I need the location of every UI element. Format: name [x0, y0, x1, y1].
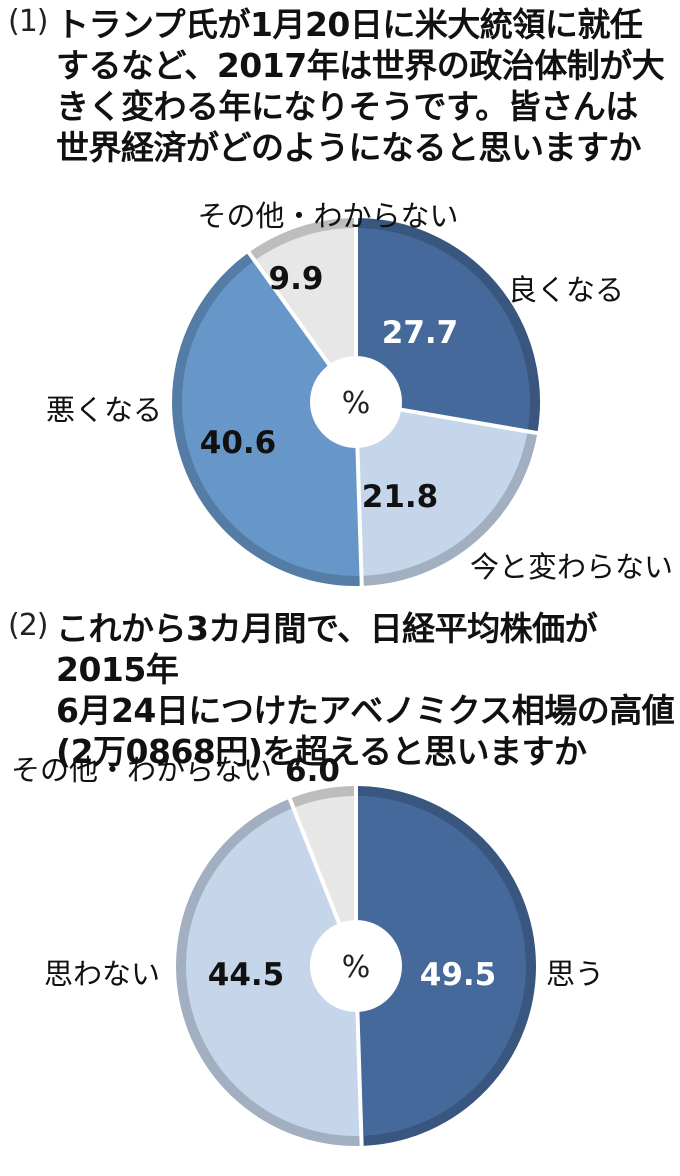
center-hole: [310, 356, 402, 448]
center-hole: [310, 920, 402, 1012]
slice-category-label: 思う: [546, 957, 604, 991]
slice-value-label: 9.9: [269, 261, 324, 297]
question-1-line: するなど、2017年は世界の政治体制が大: [56, 46, 665, 85]
pie-slice-rim: [172, 253, 360, 586]
slice-category-label: 良くなる: [508, 273, 624, 307]
question-1-line: トランプ氏が1月20日に米大統領に就任: [56, 5, 643, 44]
question-1-line: 世界経済がどのようになると思いますか: [56, 128, 642, 167]
pie-slice-rim: [357, 786, 536, 1146]
center-label: %: [342, 386, 371, 421]
slice-category-label: 今と変わらない: [470, 550, 673, 584]
question-2-number: (2): [8, 608, 48, 643]
question-2-line: これから3カ月間で、日経平均株価が2015年: [56, 609, 598, 689]
slice-value-label: 40.6: [200, 425, 277, 461]
question-1-number: (1): [8, 4, 48, 39]
slice-category-label: その他・わからない: [11, 753, 272, 787]
question-2-text: これから3カ月間で、日経平均株価が2015年 6月24日につけたアベノミクス相場…: [56, 608, 676, 772]
question-2-line: 6月24日につけたアベノミクス相場の高値: [56, 691, 675, 730]
slice-category-label: 悪くなる: [46, 393, 162, 427]
slice-value-label: 6.0: [285, 753, 340, 789]
slice-value-label: 27.7: [382, 315, 459, 351]
pie-slice-rim: [291, 786, 355, 808]
slice-category-label: その他・わからない: [197, 199, 458, 233]
pie-chart-2: % 49.5 44.5 6.0 思う 思わない その他・わからない: [11, 753, 604, 1148]
slice-value-label: 49.5: [420, 957, 497, 993]
slice-value-label: 21.8: [362, 479, 439, 515]
pie-slice-rim: [176, 799, 360, 1146]
slice-value-label: 44.5: [208, 957, 285, 993]
center-label: %: [342, 950, 371, 985]
question-2-line: (2万0868円)を超えると思いますか: [56, 732, 587, 771]
pie-slice-rim: [250, 218, 355, 260]
slice-category-label: 思わない: [44, 957, 160, 991]
pie-slice-rim: [363, 433, 538, 586]
pie-slice-rim: [357, 218, 540, 432]
question-1-line: きく変わる年になりそうです。皆さんは: [56, 87, 638, 126]
question-1-text: トランプ氏が1月20日に米大統領に就任 するなど、2017年は世界の政治体制が大…: [56, 4, 676, 168]
